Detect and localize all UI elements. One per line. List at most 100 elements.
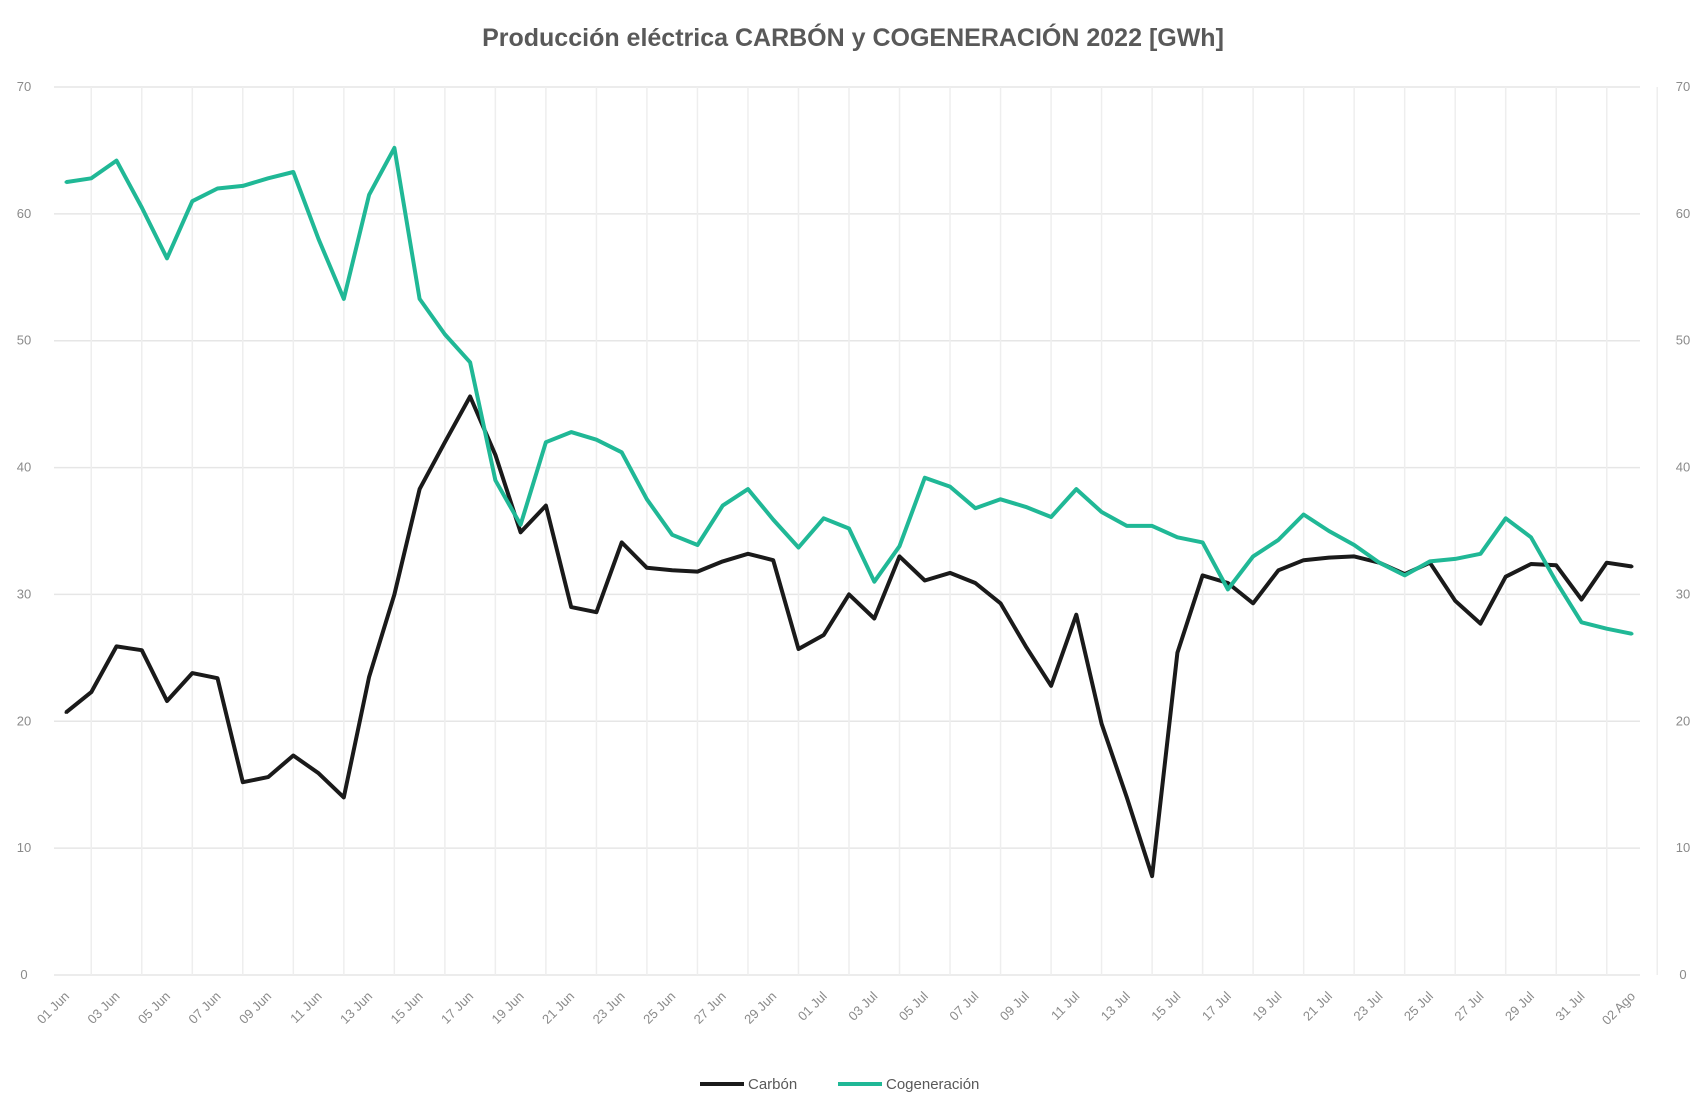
- y-tick-label-right: 50: [1676, 333, 1690, 348]
- data-point-carbon: [1554, 563, 1558, 567]
- data-point-cogeneracion: [1377, 561, 1381, 565]
- data-point-cogeneracion: [241, 184, 245, 188]
- data-point-cogeneracion: [317, 237, 321, 241]
- data-point-cogeneracion: [1276, 538, 1280, 542]
- data-point-carbon: [948, 571, 952, 575]
- data-point-cogeneracion: [1504, 516, 1508, 520]
- data-point-carbon: [342, 795, 346, 799]
- y-tick-label-right: 40: [1676, 460, 1690, 475]
- legend: Carbón Cogeneración: [700, 1076, 979, 1093]
- data-point-cogeneracion: [1327, 529, 1331, 533]
- data-point-cogeneracion: [1049, 515, 1053, 519]
- y-tick-label-right: 0: [1679, 967, 1686, 982]
- data-point-carbon: [1125, 795, 1129, 799]
- data-point-cogeneracion: [1074, 487, 1078, 491]
- data-point-carbon: [1100, 722, 1104, 726]
- data-point-cogeneracion: [1201, 540, 1205, 544]
- grid: [54, 86, 1659, 976]
- x-tick-label: 17 Jul: [1199, 988, 1234, 1023]
- data-point-carbon: [847, 592, 851, 596]
- data-point-cogeneracion: [594, 438, 598, 442]
- data-point-carbon: [999, 601, 1003, 605]
- x-tick-label: 01 Jun: [34, 989, 72, 1027]
- x-tick-label: 03 Jun: [84, 989, 122, 1027]
- y-axis-left: 0 10 20 30 40 50 60 70: [17, 79, 31, 982]
- x-tick-label: 23 Jun: [590, 989, 628, 1027]
- data-point-cogeneracion: [1478, 552, 1482, 556]
- data-point-cogeneracion: [1024, 505, 1028, 509]
- data-point-cogeneracion: [721, 504, 725, 508]
- data-point-cogeneracion: [1428, 559, 1432, 563]
- y-tick-label-left: 0: [20, 967, 27, 982]
- data-point-cogeneracion: [1529, 535, 1533, 539]
- data-point-cogeneracion: [796, 545, 800, 549]
- data-point-cogeneracion: [443, 332, 447, 336]
- data-point-cogeneracion: [973, 506, 977, 510]
- data-point-carbon: [872, 617, 876, 621]
- data-point-carbon: [746, 552, 750, 556]
- data-point-cogeneracion: [190, 199, 194, 203]
- x-tick-label: 13 Jun: [337, 989, 375, 1027]
- x-tick-label: 29 Jul: [1502, 988, 1537, 1023]
- data-point-cogeneracion: [1579, 620, 1583, 624]
- data-point-cogeneracion: [266, 176, 270, 180]
- data-point-cogeneracion: [519, 523, 523, 527]
- data-point-cogeneracion: [771, 518, 775, 522]
- data-point-carbon: [973, 581, 977, 585]
- data-point-carbon: [493, 453, 497, 457]
- data-point-carbon: [1049, 684, 1053, 688]
- data-point-cogeneracion: [670, 533, 674, 537]
- data-point-carbon: [1074, 613, 1078, 617]
- data-point-carbon: [190, 671, 194, 675]
- data-point-carbon: [266, 775, 270, 779]
- data-point-carbon: [392, 592, 396, 596]
- data-point-cogeneracion: [1605, 627, 1609, 631]
- y-tick-label-right: 10: [1676, 840, 1690, 855]
- x-tick-label: 23 Jul: [1350, 988, 1385, 1023]
- x-tick-label: 25 Jun: [640, 989, 678, 1027]
- legend-label-cogeneracion: Cogeneración: [886, 1076, 979, 1093]
- data-point-carbon: [1605, 561, 1609, 565]
- data-point-cogeneracion: [1403, 573, 1407, 577]
- data-point-cogeneracion: [342, 297, 346, 301]
- y-axis-right: 0 10 20 30 40 50 60 70: [1676, 79, 1690, 982]
- data-point-cogeneracion: [216, 186, 220, 190]
- x-tick-label: 19 Jun: [489, 989, 527, 1027]
- x-tick-label: 27 Jul: [1451, 988, 1486, 1023]
- data-point-carbon: [241, 780, 245, 784]
- data-point-carbon: [1251, 601, 1255, 605]
- data-point-carbon: [1579, 598, 1583, 602]
- data-point-cogeneracion: [367, 193, 371, 197]
- x-tick-label: 02 Ago: [1599, 989, 1638, 1028]
- x-tick-label: 29 Jun: [741, 989, 779, 1027]
- data-point-cogeneracion: [392, 146, 396, 150]
- data-point-cogeneracion: [418, 297, 422, 301]
- data-point-carbon: [1201, 573, 1205, 577]
- x-tick-label: 07 Jun: [185, 989, 223, 1027]
- data-point-cogeneracion: [1150, 524, 1154, 528]
- data-point-carbon: [1302, 558, 1306, 562]
- data-point-carbon: [1478, 622, 1482, 626]
- x-tick-label: 21 Jul: [1300, 988, 1335, 1023]
- x-axis: 01 Jun 03 Jun 05 Jun 07 Jun 09 Jun 11 Jun 13 J…: [34, 988, 1638, 1027]
- y-tick-label-left: 10: [17, 840, 31, 855]
- y-tick-label-left: 30: [17, 586, 31, 601]
- data-point-carbon: [898, 554, 902, 558]
- legend-label-carbon: Carbón: [748, 1076, 797, 1093]
- x-tick-label: 25 Jul: [1401, 988, 1436, 1023]
- data-point-cogeneracion: [165, 256, 169, 260]
- data-point-carbon: [1327, 556, 1331, 560]
- data-point-carbon: [1175, 651, 1179, 655]
- data-point-cogeneracion: [999, 497, 1003, 501]
- x-tick-label: 27 Jun: [691, 989, 729, 1027]
- y-tick-label-left: 40: [17, 460, 31, 475]
- data-point-cogeneracion: [1453, 557, 1457, 561]
- x-tick-label: 19 Jul: [1249, 988, 1284, 1023]
- data-point-carbon: [519, 530, 523, 534]
- data-point-carbon: [165, 699, 169, 703]
- data-point-carbon: [620, 540, 624, 544]
- x-tick-label: 09 Jun: [236, 989, 274, 1027]
- data-point-cogeneracion: [872, 580, 876, 584]
- data-point-cogeneracion: [64, 180, 68, 184]
